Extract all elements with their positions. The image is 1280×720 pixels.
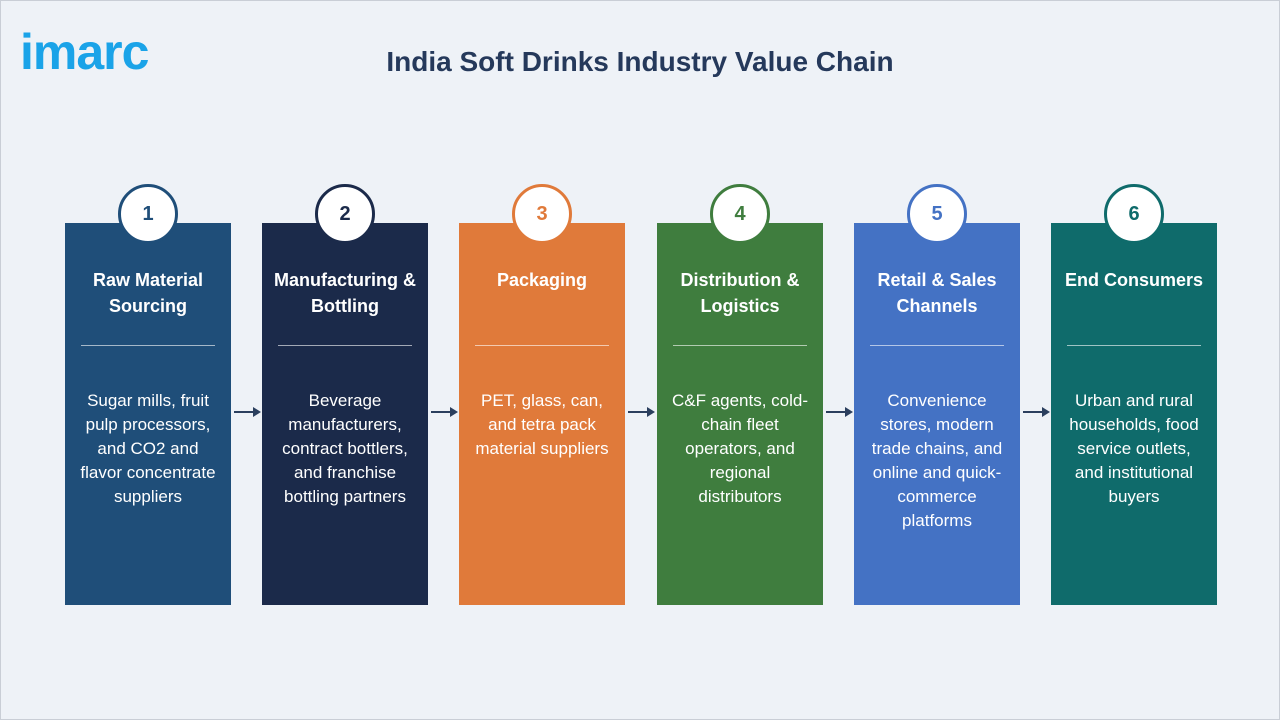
step-title: Retail & Sales Channels xyxy=(877,270,997,316)
step-card: 5 Retail & Sales Channels Convenience stor… xyxy=(854,184,1020,605)
logo-text: imarc xyxy=(20,24,149,80)
step-description: Convenience stores, modern trade chains,… xyxy=(871,391,1003,530)
step-title: Raw Material Sourcing xyxy=(92,270,204,316)
step-divider xyxy=(475,345,609,346)
imarc-logo: imarc xyxy=(20,12,210,92)
step-card: 6 End Consumers Urban and rural households… xyxy=(1051,184,1217,605)
step-divider xyxy=(870,345,1004,346)
step-description: Beverage manufacturers, contract bottler… xyxy=(282,391,408,506)
flow-arrow-icon xyxy=(628,407,655,417)
step-title: End Consumers xyxy=(1064,270,1204,290)
step-number-badge: 1 xyxy=(118,184,178,244)
step-number-badge: 4 xyxy=(710,184,770,244)
step-title: Packaging xyxy=(496,270,588,290)
flow-arrow-icon xyxy=(1023,407,1050,417)
step-description: Sugar mills, fruit pulp processors, and … xyxy=(80,391,216,506)
step-divider xyxy=(1067,345,1201,346)
step-divider xyxy=(81,345,215,346)
step-title: Manufacturing & Bottling xyxy=(274,270,416,316)
step-card: 2 Manufacturing & Bottling Beverage manufa… xyxy=(262,184,428,605)
flow-arrow-icon xyxy=(826,407,853,417)
page-title: India Soft Drinks Industry Value Chain xyxy=(386,46,894,77)
step-title: Distribution & Logistics xyxy=(680,270,800,316)
step-divider xyxy=(673,345,807,346)
step-number-badge: 2 xyxy=(315,184,375,244)
flow-arrow-icon xyxy=(234,407,261,417)
step-card: 1 Raw Material Sourcing Sugar mills, fruit… xyxy=(65,184,231,605)
step-number-badge: 3 xyxy=(512,184,572,244)
step-card: 4 Distribution & Logistics C&F agents, col… xyxy=(657,184,823,605)
step-description: PET, glass, can, and tetra pack material… xyxy=(475,391,609,458)
step-number-badge: 5 xyxy=(907,184,967,244)
step-number-badge: 6 xyxy=(1104,184,1164,244)
step-description: C&F agents, cold-chain fleet operators, … xyxy=(671,391,809,506)
step-card: 3 Packaging PET, glass, can, and tetra pac… xyxy=(459,184,625,605)
flow-arrow-icon xyxy=(431,407,458,417)
step-description: Urban and rural households, food service… xyxy=(1069,391,1199,506)
step-divider xyxy=(278,345,412,346)
